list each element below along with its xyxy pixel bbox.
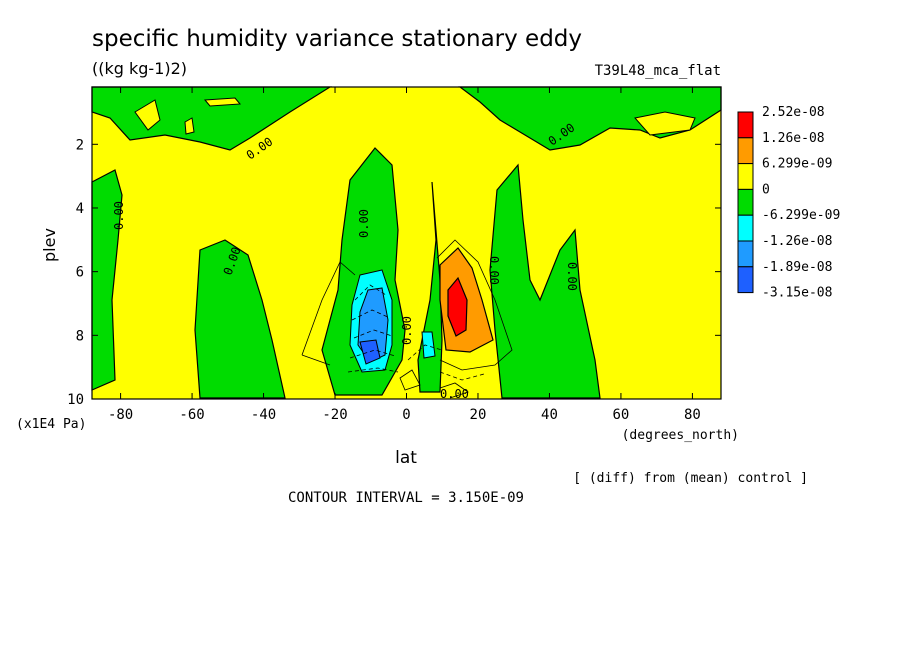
x-tick-label: -40: [251, 407, 276, 423]
y-tick-label: 2: [76, 137, 84, 153]
legend-swatch: [737, 214, 754, 242]
contour-interval: CONTOUR INTERVAL = 3.150E-09: [288, 490, 524, 506]
x-tick-label: 40: [541, 407, 558, 423]
x-tick-label: 0: [402, 407, 410, 423]
strong-negative-core: [349, 269, 436, 373]
x-tick-label: 20: [470, 407, 487, 423]
diff-note: [ (diff) from (mean) control ]: [573, 471, 808, 486]
x-tick-label: -80: [108, 407, 133, 423]
legend-label: -1.89e-08: [762, 260, 832, 275]
red-core: [447, 276, 468, 337]
x-axis-units: (degrees_north): [622, 428, 739, 443]
chart-title: specific humidity variance stationary ed…: [92, 26, 582, 52]
y-tick-label: 4: [76, 201, 84, 217]
contour-label: 0.00: [487, 256, 501, 285]
contour-label: 0.00: [565, 262, 579, 291]
legend-label: -6.299e-09: [762, 208, 840, 223]
legend-swatch: [737, 137, 754, 165]
far-south-negative-region: [91, 169, 123, 391]
legend-swatch: [737, 266, 754, 294]
deep-blue-core: [359, 339, 381, 365]
y-tick-label: 10: [67, 392, 84, 408]
x-axis: -80 -60 -40 -20 0 20 40 60 80: [108, 87, 701, 423]
contour-label: 0.00: [440, 387, 469, 401]
color-legend: 2.52e-08 1.26e-08 6.299e-09 0 -6.299e-09 -1.2…: [737, 105, 840, 301]
y-axis-label: plev: [40, 228, 59, 262]
x-axis-label: lat: [395, 448, 417, 468]
legend-swatch: [737, 163, 754, 190]
positive-core: [439, 247, 494, 353]
contour-label: 0.00: [112, 201, 126, 230]
plot-area: 0.00 0.00 0.00 0.00 0.00 0.00 0.00 0.00 …: [91, 86, 722, 401]
experiment-label: T39L48_mca_flat: [595, 63, 721, 79]
x-tick-label: 80: [684, 407, 701, 423]
legend-label: -1.26e-08: [762, 234, 832, 249]
contour-label: 0.00: [357, 209, 371, 238]
small-islands: [134, 97, 696, 136]
contour-lines: [301, 239, 513, 399]
equatorial-cyan-core: [421, 331, 436, 359]
chart-units: ((kg kg-1)2): [92, 59, 187, 78]
legend-swatch: [737, 111, 754, 139]
contour-label: 0.00: [400, 316, 414, 345]
y-axis-units: (x1E4 Pa): [16, 417, 86, 432]
y-tick-label: 8: [76, 328, 84, 344]
legend-label: 0: [762, 182, 770, 197]
x-tick-label: 60: [613, 407, 630, 423]
legend-label: -3.15e-08: [762, 286, 832, 301]
legend-label: 6.299e-09: [762, 157, 832, 172]
legend-swatch: [737, 188, 754, 216]
y-tick-label: 6: [76, 265, 84, 281]
x-tick-label: -20: [322, 407, 347, 423]
legend-label: 2.52e-08: [762, 105, 825, 120]
y-axis: 2 4 6 8 10: [67, 137, 721, 408]
x-tick-label: -60: [179, 407, 204, 423]
southern-midlat-negative-region: [194, 239, 286, 399]
northern-subtropical-negative-region: [489, 163, 601, 399]
legend-label: 1.26e-08: [762, 131, 825, 146]
legend-swatch: [737, 240, 754, 268]
